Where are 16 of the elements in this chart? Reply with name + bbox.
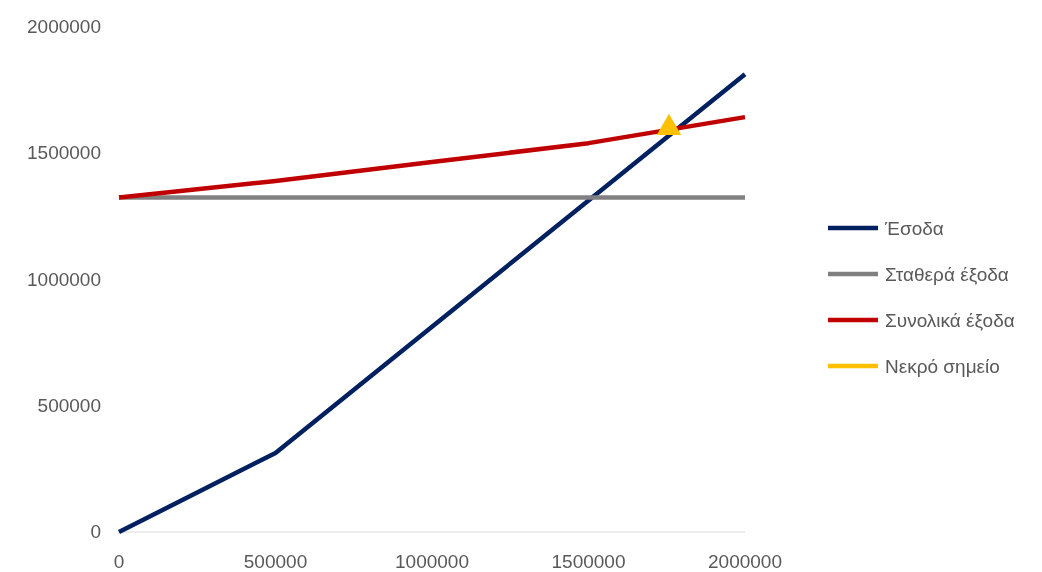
legend-label: Συνολικά έξοδα (885, 310, 1015, 331)
legend-label: Νεκρό σημείο (885, 356, 1000, 377)
x-tick-label: 500000 (243, 551, 308, 572)
y-tick-label: 0 (90, 521, 101, 542)
legend-label: Έσοδα (884, 218, 944, 239)
y-tick-label: 1000000 (27, 268, 101, 290)
x-tick-label: 1000000 (395, 551, 469, 572)
x-tick-label: 0 (113, 551, 125, 572)
x-tick-label: 2000000 (708, 551, 782, 572)
line-series (116, 71, 748, 535)
legend-label: Σταθερά έξοδα (885, 264, 1009, 285)
x-tick-label: 1500000 (551, 551, 626, 572)
y-tick-label: 500000 (37, 394, 101, 416)
line-series (116, 114, 748, 200)
y-tick-label: 2000000 (27, 16, 101, 37)
y-tick-label: 1500000 (27, 142, 101, 164)
